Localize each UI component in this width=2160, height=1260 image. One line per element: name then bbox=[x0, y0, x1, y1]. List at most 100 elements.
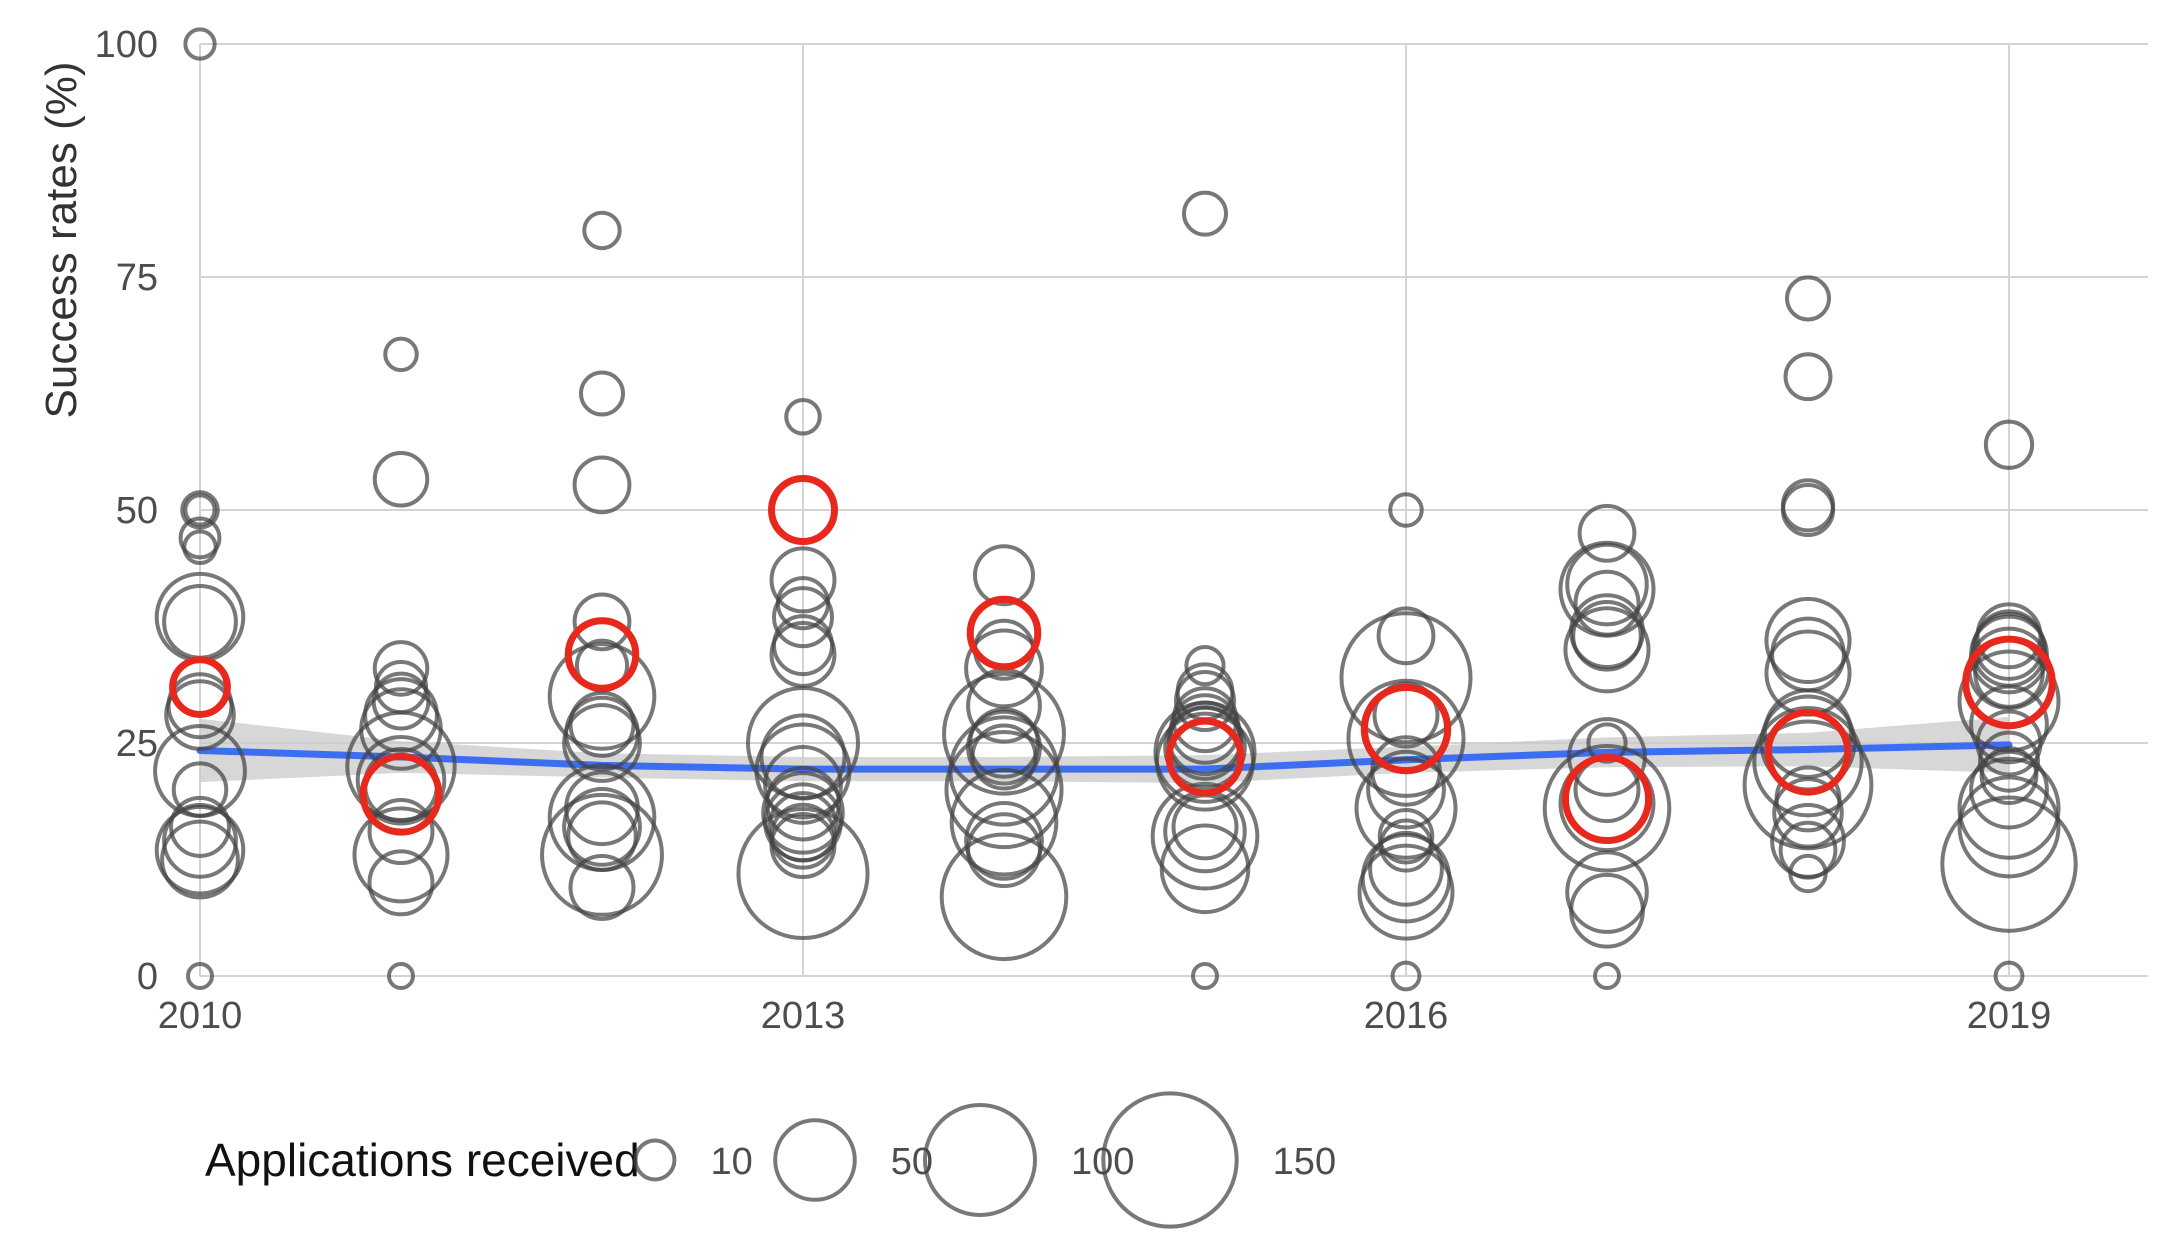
data-point bbox=[562, 786, 642, 867]
legend-key-circle bbox=[1101, 1091, 1239, 1229]
data-point bbox=[1184, 645, 1226, 687]
data-point bbox=[1788, 853, 1828, 894]
data-point bbox=[154, 804, 246, 896]
data-point bbox=[372, 640, 430, 697]
data-points-layer bbox=[153, 27, 2078, 992]
data-point bbox=[1569, 872, 1645, 949]
size-legend: Applications received 10 50 100 150 bbox=[205, 1091, 1336, 1229]
data-point bbox=[183, 27, 217, 61]
data-point bbox=[772, 586, 834, 649]
legend-key-circle bbox=[773, 1118, 857, 1202]
data-point bbox=[1565, 850, 1649, 934]
data-point bbox=[352, 806, 450, 904]
data-point bbox=[164, 679, 236, 751]
data-point bbox=[942, 671, 1066, 796]
data-point bbox=[1752, 705, 1864, 818]
highlight-point bbox=[564, 617, 640, 692]
data-point bbox=[1377, 807, 1435, 865]
highlight-point bbox=[768, 475, 838, 545]
data-point bbox=[185, 961, 215, 991]
data-point bbox=[1577, 503, 1637, 563]
legend-key-label: 150 bbox=[1273, 1141, 1336, 1183]
data-point bbox=[939, 832, 1069, 962]
data-point bbox=[1772, 777, 1844, 849]
data-point bbox=[1346, 678, 1466, 798]
x-tick-label: 2019 bbox=[1967, 995, 2052, 1037]
data-point bbox=[966, 709, 1042, 786]
data-point bbox=[1366, 749, 1446, 830]
data-point bbox=[564, 770, 640, 847]
data-point bbox=[1571, 600, 1643, 672]
data-point bbox=[383, 336, 419, 373]
y-tick-label: 100 bbox=[95, 24, 158, 66]
data-point bbox=[964, 800, 1044, 881]
data-point bbox=[1957, 756, 2061, 860]
data-point bbox=[761, 771, 845, 855]
data-point bbox=[562, 703, 642, 783]
data-point bbox=[767, 791, 839, 863]
data-point bbox=[759, 713, 847, 801]
data-point bbox=[1573, 569, 1641, 637]
data-point bbox=[578, 370, 626, 417]
data-point bbox=[970, 723, 1038, 791]
y-axis-title: Success rates (%) bbox=[37, 62, 86, 419]
data-point bbox=[1975, 709, 2043, 777]
data-point bbox=[966, 812, 1042, 889]
data-point bbox=[964, 628, 1044, 709]
data-point bbox=[178, 516, 222, 560]
highlight-point bbox=[1360, 683, 1452, 775]
trend-line bbox=[196, 741, 2013, 773]
data-point bbox=[182, 529, 218, 566]
data-point bbox=[763, 745, 843, 825]
highlight-point bbox=[1561, 753, 1653, 844]
data-point bbox=[582, 210, 622, 251]
x-tick-label: 2013 bbox=[761, 995, 846, 1037]
data-point bbox=[949, 767, 1059, 877]
data-point bbox=[1592, 961, 1622, 991]
x-tick-label: 2010 bbox=[158, 995, 243, 1037]
data-point bbox=[1957, 775, 2061, 879]
data-point bbox=[1762, 688, 1854, 779]
data-point bbox=[1563, 606, 1651, 694]
data-point bbox=[1586, 722, 1628, 764]
data-point bbox=[566, 800, 638, 872]
data-point bbox=[367, 798, 435, 866]
data-point bbox=[1174, 670, 1236, 733]
data-point bbox=[769, 620, 837, 688]
data-point bbox=[355, 735, 447, 826]
data-point bbox=[1153, 700, 1257, 804]
data-point bbox=[1542, 743, 1672, 873]
data-point bbox=[1150, 781, 1260, 891]
data-point bbox=[572, 592, 632, 652]
data-point bbox=[1770, 616, 1846, 693]
legend-title: Applications received bbox=[205, 1134, 640, 1186]
data-point bbox=[1372, 681, 1440, 749]
data-point bbox=[1376, 606, 1436, 666]
data-point bbox=[1780, 478, 1836, 533]
data-point bbox=[1983, 419, 2035, 470]
highlight-point bbox=[359, 752, 443, 836]
grid bbox=[199, 43, 2148, 977]
data-point bbox=[1778, 820, 1838, 880]
data-point bbox=[1784, 275, 1832, 322]
data-point bbox=[1978, 730, 2040, 793]
y-tick-label: 25 bbox=[116, 723, 158, 765]
data-point bbox=[1163, 705, 1247, 790]
data-point bbox=[568, 690, 636, 758]
y-axis-ticks: 0 25 50 75 100 bbox=[95, 24, 158, 998]
data-point bbox=[568, 853, 636, 921]
data-point bbox=[1565, 542, 1649, 627]
data-point bbox=[765, 765, 841, 842]
data-point bbox=[386, 961, 416, 991]
highlight-point bbox=[1764, 709, 1852, 796]
data-point bbox=[1190, 961, 1220, 991]
data-point bbox=[973, 544, 1035, 607]
data-point bbox=[169, 795, 231, 858]
data-point bbox=[180, 490, 220, 530]
data-point bbox=[1181, 190, 1229, 237]
data-point bbox=[1339, 611, 1473, 745]
y-tick-label: 0 bbox=[137, 956, 158, 998]
data-point bbox=[1940, 795, 2078, 933]
y-tick-label: 50 bbox=[116, 490, 158, 532]
